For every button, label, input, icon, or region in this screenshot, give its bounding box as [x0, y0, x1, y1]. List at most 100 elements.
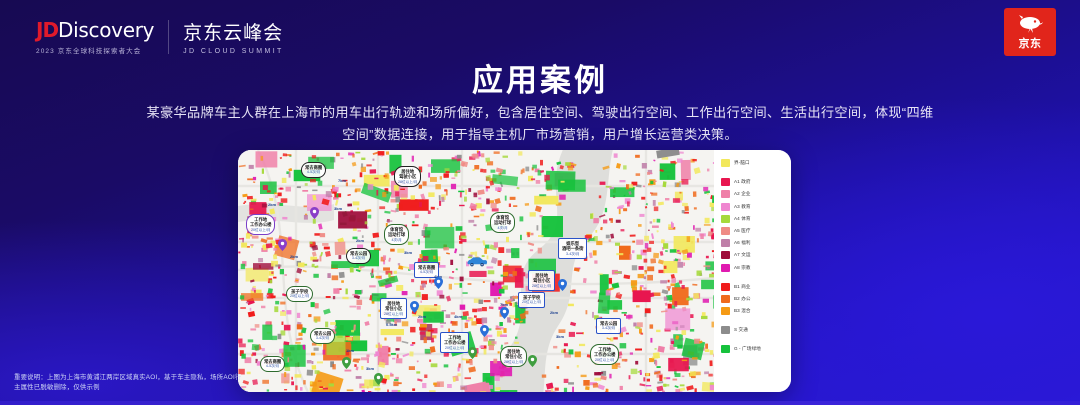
- callout-line1: 居住地: [401, 169, 415, 174]
- event-logo: JD Discovery 2023 京东全球科技探索者大会 京东云峰会 JD C…: [36, 18, 284, 55]
- callout-frequency: 4-5次/月: [419, 270, 434, 275]
- legend-group-gap: [721, 338, 787, 345]
- map-callout[interactable]: 工作地 工作办公楼 20位以上/月: [440, 332, 470, 354]
- callout-frequency: 4-5次/月: [265, 364, 280, 369]
- map-callout[interactable]: 体育馆 运动打球 4次/月: [490, 212, 516, 234]
- map-callout[interactable]: 居住地 驾驶小区 28位以上/月: [394, 166, 422, 188]
- distance-label: 3km: [404, 250, 413, 255]
- callout-line2: 常住小区: [505, 354, 523, 360]
- legend-item[interactable]: B3 混合: [721, 307, 787, 316]
- legend-label: A3 教育: [734, 203, 751, 209]
- map-pin-icon[interactable]: [468, 346, 477, 364]
- map-pin-icon[interactable]: [528, 354, 537, 372]
- distance-label: 4km: [454, 314, 463, 319]
- callout-frequency: 3-4次/月: [566, 251, 580, 256]
- callout-line1: 常去公园: [600, 321, 618, 326]
- map-pin-icon[interactable]: [410, 300, 419, 318]
- callout-line2: 工作办公楼: [594, 352, 616, 358]
- legend-group-gap: [721, 276, 787, 283]
- jdd-logo-tagline: 2023 京东全球科技探索者大会: [36, 48, 142, 55]
- car-icon[interactable]: [466, 254, 488, 272]
- disclaimer-text: 重要说明：上图为上海市黄浦江两岸区域真实AOI，基于车主隐私，场所AOI行主属性…: [14, 373, 242, 391]
- legend-label: A7 文运: [734, 252, 751, 258]
- map-legend: 界-脑口 A1 政府 A2 企业 A3 教育 A4 体育 A5 医疗 A6 福利 A7 文运 A…: [714, 150, 791, 392]
- callout-line2: 驾住小区: [533, 278, 551, 284]
- map-callout[interactable]: 居住地 驾住小区 28位以上/月: [528, 270, 556, 292]
- legend-label: A5 医疗: [734, 227, 751, 233]
- legend-item[interactable]: A5 医疗: [721, 226, 787, 235]
- legend-label: 界-脑口: [734, 160, 750, 165]
- callout-frequency: 4-5次/月: [306, 170, 321, 175]
- legend-label: A2 企业: [734, 191, 751, 197]
- map-pin-icon[interactable]: [500, 306, 509, 324]
- callout-frequency: 4次/月: [497, 225, 508, 230]
- map-pin-icon[interactable]: [310, 206, 319, 224]
- legend-item[interactable]: A2 企业: [721, 190, 787, 199]
- map-callout[interactable]: 孩子学校 20位以上/月: [286, 286, 314, 302]
- map-callout[interactable]: 居住地 常住小区 28位以上/月: [380, 298, 408, 320]
- map-pin-icon[interactable]: [480, 324, 489, 342]
- map-callout[interactable]: 常去公园 3-4次/月: [310, 328, 336, 344]
- callout-line1: 常去公园: [314, 331, 332, 336]
- callout-line1: 常去商圈: [305, 165, 323, 170]
- legend-item[interactable]: A1 政府: [721, 178, 787, 187]
- map-callout[interactable]: 孩子学校 20位以上/月: [518, 292, 546, 308]
- map-callout[interactable]: 常去商圈 4-5次/月: [260, 356, 286, 372]
- map-callout[interactable]: 工作地 工作办公楼 20位以上/月: [246, 214, 276, 236]
- legend-swatch: [721, 190, 730, 199]
- callout-frequency: 4次/月: [391, 237, 402, 242]
- legend-swatch: [721, 307, 730, 316]
- callout-frequency: 3-4次/月: [601, 326, 616, 331]
- legend-swatch: [721, 294, 730, 303]
- page-title: 应用案例: [472, 63, 608, 98]
- map-pin-icon[interactable]: [434, 276, 443, 294]
- map-pin-icon[interactable]: [278, 238, 287, 256]
- callout-line1: 体育馆: [390, 227, 404, 232]
- aoi-map[interactable]: 常去商圈 4-5次/月 居住地 驾驶小区 28位以上/月 工作地 工作办公楼 20位以上/月常…: [238, 150, 714, 392]
- legend-item[interactable]: G - 广场绿地: [721, 345, 787, 354]
- map-callout[interactable]: 娱乐型 酒吧一条街 3-4次/月: [558, 238, 588, 260]
- jdd-logo-discovery: Discovery: [58, 18, 155, 42]
- map-pin-icon[interactable]: [374, 372, 383, 390]
- legend-swatch: [721, 326, 730, 335]
- legend-item[interactable]: A6 福利: [721, 239, 787, 248]
- legend-item[interactable]: A4 体育: [721, 214, 787, 223]
- legend-group-gap: [721, 171, 787, 178]
- legend-item[interactable]: A7 文运: [721, 251, 787, 260]
- legend-item[interactable]: B2 办公: [721, 294, 787, 303]
- map-pin-icon[interactable]: [558, 278, 567, 296]
- distance-label: 1km: [346, 348, 355, 353]
- legend-item[interactable]: B1 商业: [721, 282, 787, 291]
- callout-line1: 工作地: [598, 347, 612, 352]
- legend-swatch: [721, 178, 730, 187]
- legend-swatch: [721, 345, 730, 354]
- jd-dog-icon: [1019, 14, 1043, 33]
- callout-frequency: 20位以上/月: [595, 357, 615, 362]
- legend-swatch: [721, 263, 730, 272]
- map-callout[interactable]: 工作地 工作办公楼 20位以上/月: [590, 344, 620, 366]
- page-description: 某豪华品牌车主人群在上海市的用车出行轨迹和场所偏好，包含居住空间、驾驶出行空间、…: [146, 105, 934, 142]
- legend-item[interactable]: A3 教育: [721, 202, 787, 211]
- legend-swatch: [721, 282, 730, 291]
- callout-line1: 孩子学校: [523, 295, 541, 300]
- distance-label: 7km: [500, 302, 509, 307]
- map-callout[interactable]: 居住地 常住小区 28位以上/月: [500, 346, 528, 368]
- legend-swatch: [721, 159, 730, 167]
- map-callout[interactable]: 常去公园 3-4次/月: [346, 248, 372, 264]
- map-pin-icon[interactable]: [342, 356, 351, 374]
- map-callout[interactable]: 常去公园 3-4次/月: [596, 318, 622, 334]
- map-callout[interactable]: 体育馆 运动打球 4次/月: [384, 224, 410, 246]
- legend-item[interactable]: A8 宗教: [721, 263, 787, 272]
- callout-line2: 驾驶小区: [399, 174, 417, 180]
- callout-frequency: 28位以上/月: [504, 359, 524, 364]
- jd-brand-name: 京东: [1018, 37, 1042, 50]
- map-callout[interactable]: 常去商圈 4-5次/月: [414, 262, 440, 278]
- callout-line2: 运动打球: [494, 220, 512, 226]
- legend-item[interactable]: S 交通: [721, 326, 787, 335]
- map-callout[interactable]: 常去商圈 4-5次/月: [301, 162, 327, 178]
- callout-frequency: 20位以上/月: [522, 300, 542, 305]
- distance-label: 0.5km: [386, 322, 398, 327]
- callout-frequency: 3-4次/月: [315, 336, 330, 341]
- legend-item[interactable]: 界-脑口: [721, 159, 787, 167]
- callout-line2: 运动打球: [388, 232, 406, 238]
